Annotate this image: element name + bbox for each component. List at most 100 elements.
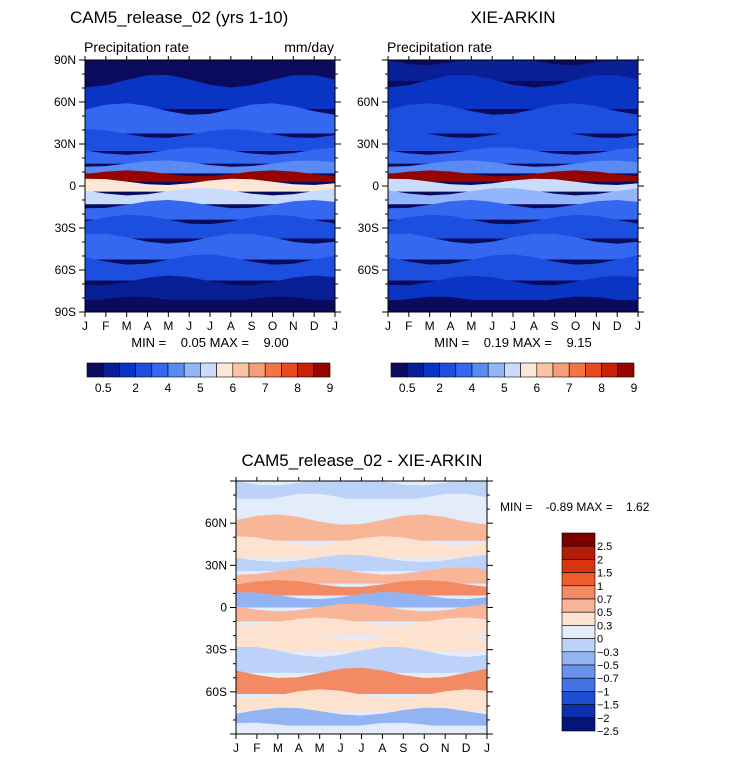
colorbar-swatch [536,362,554,378]
colorbar-swatch [135,362,153,378]
lat-band--5 [236,603,487,622]
colorbar-swatch [390,362,408,378]
lat-band--8 [85,188,335,205]
colorbar-label: 2 [597,554,603,566]
x-tick-label: J [484,741,490,755]
panel-model-colorbar: 0.5 2 4 5 6 7 8 9 [86,362,334,395]
panel-model-units: mm/day [284,39,334,55]
colorbar-swatch [561,611,596,626]
x-tick-label: J [207,319,213,333]
colorbar-swatch [313,362,331,378]
panel-obs-subtitle: Precipitation rate [387,39,492,55]
colorbar-label: 2 [132,381,139,395]
x-tick-label: M [425,319,435,333]
colorbar-swatch [561,704,596,719]
x-tick-label: M [315,741,325,755]
colorbar-label: 0.7 [597,594,612,606]
x-tick-label: J [510,319,516,333]
panel-model-plot [85,60,335,312]
colorbar-swatch [561,572,596,587]
colorbar-label: 6 [229,381,236,395]
y-tick-label: 60S [55,263,76,277]
colorbar-swatch [264,362,282,378]
colorbar-swatch [561,677,596,692]
colorbar-swatch [151,362,169,378]
x-tick-label: F [405,319,412,333]
x-tick-label: J [233,741,239,755]
colorbar-label: 2.5 [597,541,612,553]
panel-model-stats: MIN = 0.05 MAX = 9.00 [131,335,289,350]
lat-band--15 [236,617,487,636]
x-tick-label: S [399,741,407,755]
lat-band--25 [236,631,487,652]
x-tick-label: N [441,741,450,755]
lat-band--18 [85,199,335,220]
panel-diff-title: CAM5_release_02 - XIE-ARKIN [242,451,483,470]
lat-band--68 [236,689,487,712]
y-tick-label: 60S [206,685,227,699]
x-tick-label: A [143,319,151,333]
colorbar-label: 0.5 [95,381,112,395]
x-tick-label: J [186,319,192,333]
lat-band-12 [85,160,335,174]
colorbar-label: 2 [436,381,443,395]
x-tick-label: D [462,741,471,755]
colorbar-swatch [520,362,538,378]
colorbar-label: −2.5 [597,726,619,738]
colorbar-swatch [248,362,266,378]
lat-band--88 [236,722,487,734]
x-tick-label: A [530,319,538,333]
y-tick-label: 90S [55,305,76,319]
lat-band-22 [236,567,487,584]
colorbar-label: 5 [197,381,204,395]
panel-diff-colorbar: 2.52 1.510.70.50.3 0−0.3−0.5−0.7−1 −1.5−2−2… [561,532,619,738]
x-tick-label: D [613,319,622,333]
lat-band--88 [388,296,638,312]
colorbar-swatch [561,598,596,613]
panel-model: CAM5_release_02 (yrs 1-10) Precipitation… [54,8,341,395]
y-tick-label: 0 [220,601,227,615]
lat-band--75 [85,275,335,301]
colorbar-swatch [487,362,505,378]
y-tick-label: 30N [205,558,227,572]
colorbar-swatch [561,532,596,547]
lat-band-30 [388,128,638,151]
lat-band-12 [388,160,638,174]
colorbar-swatch [102,362,120,378]
colorbar-label: 0 [597,634,603,646]
colorbar-label: 8 [294,381,301,395]
colorbar-label: 7 [566,381,573,395]
lat-band-30 [236,554,487,571]
x-tick-label: D [310,319,319,333]
x-tick-label: J [489,319,495,333]
colorbar-swatch [281,362,298,378]
lat-band-30 [85,128,335,151]
colorbar-label: 9 [327,381,334,395]
lat-band-20 [388,147,638,164]
colorbar-label: 7 [262,381,269,395]
x-tick-label: F [253,741,260,755]
panel-obs-title: XIE-ARKIN [470,8,555,27]
x-tick-label: M [273,741,283,755]
colorbar-swatch [471,362,489,378]
colorbar-label: −1 [597,686,610,698]
colorbar-swatch [200,362,217,378]
x-tick-label: J [359,741,365,755]
lat-band-45 [388,103,638,134]
lat-band-65 [388,75,638,109]
lat-band-6 [85,170,335,182]
y-tick-label: 60S [358,263,379,277]
x-tick-label: S [248,319,256,333]
x-tick-label: J [332,319,338,333]
x-tick-label: S [551,319,559,333]
colorbar-swatch [561,717,596,732]
colorbar-swatch [504,362,521,378]
lat-band--8 [388,188,638,205]
colorbar-label: 9 [631,381,638,395]
colorbar-label: 5 [501,381,508,395]
lat-band-55 [236,514,487,541]
